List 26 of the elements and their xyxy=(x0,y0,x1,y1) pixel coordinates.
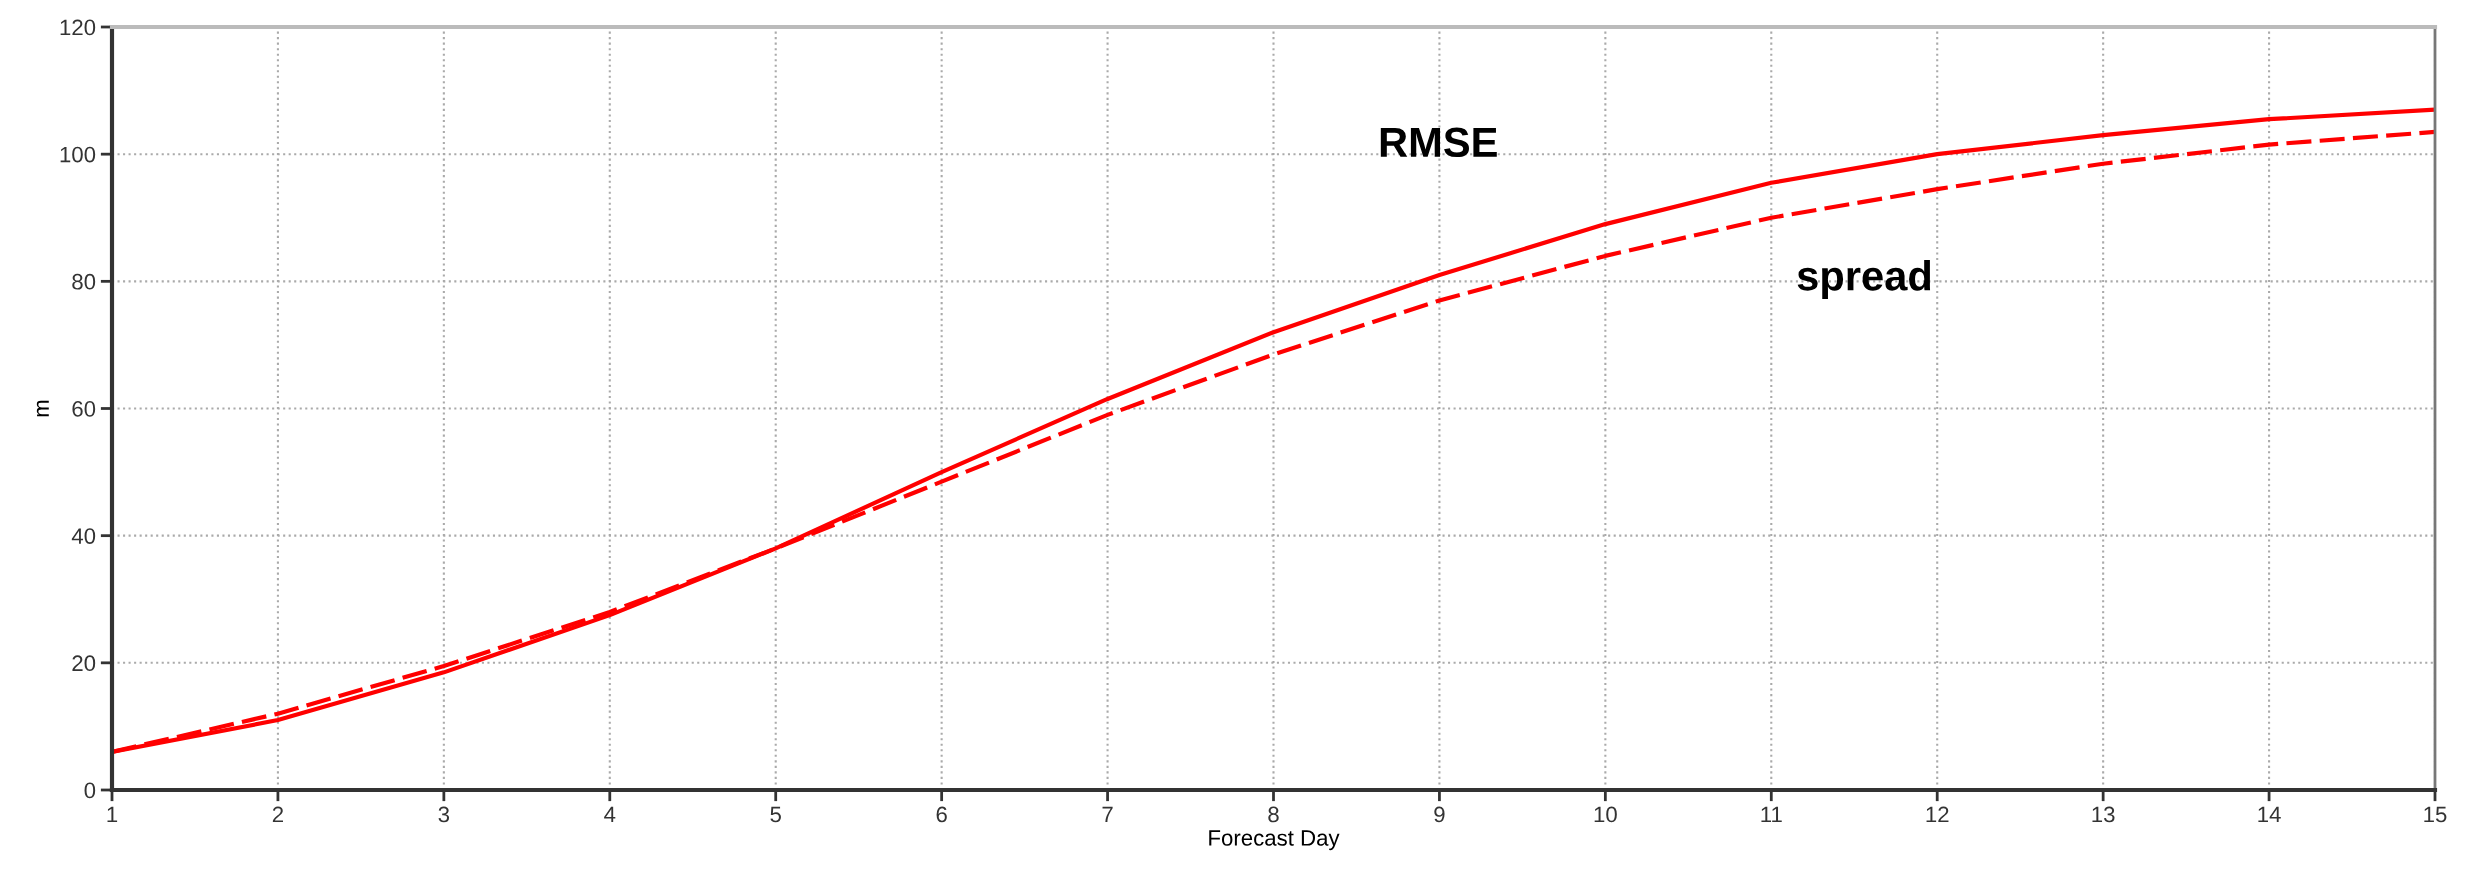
text: RMSE xyxy=(1380,127,1497,158)
y-tick-label: 20 xyxy=(72,655,96,672)
x-tick-label: 14 xyxy=(2258,806,2281,823)
x-tick-label: 4 xyxy=(604,806,616,823)
x-tick-label: 11 xyxy=(1761,806,1782,823)
x-tick-label: 6 xyxy=(936,806,947,823)
y-tick-label: 80 xyxy=(72,273,96,290)
x-tick-label: 10 xyxy=(1594,806,1617,823)
y-tick-label: 60 xyxy=(72,401,96,417)
x-tick-label: 1 xyxy=(107,806,118,823)
x-tick-label: 3 xyxy=(438,806,450,823)
y-tick-label: 40 xyxy=(71,528,96,544)
series-label: spread xyxy=(1797,260,1931,299)
y-tick-label: 100 xyxy=(60,146,96,163)
x-tick-label: 12 xyxy=(1926,806,1949,823)
x-tick-label: 13 xyxy=(2092,806,2115,823)
y-tick-label: 0 xyxy=(84,782,96,799)
x-tick-label: 8 xyxy=(1268,806,1279,823)
y-tick-label: 120 xyxy=(60,19,96,36)
x-tick-label: 7 xyxy=(1102,806,1113,823)
y-axis-title: m xyxy=(36,400,49,417)
x-tick-label: 5 xyxy=(770,806,781,823)
x-tick-label: 15 xyxy=(2424,806,2447,823)
x-tick-label: 9 xyxy=(1434,806,1445,823)
x-axis-title: Forecast Day xyxy=(1209,830,1340,851)
x-tick-label: 2 xyxy=(272,806,283,823)
